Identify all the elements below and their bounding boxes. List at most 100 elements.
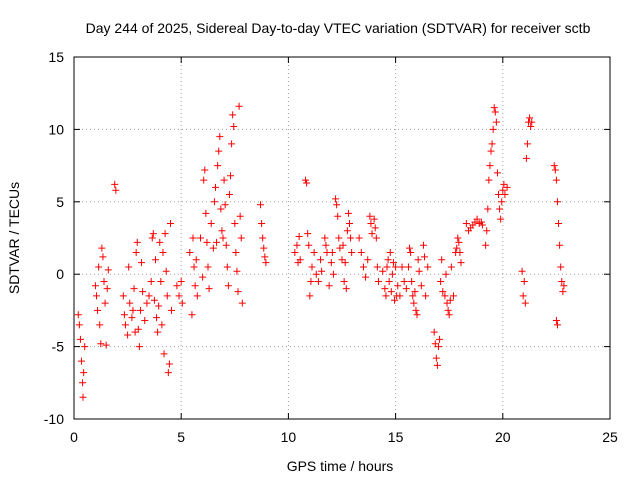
data-point [101, 299, 109, 307]
data-point [384, 256, 392, 264]
data-point [76, 335, 84, 343]
data-point [261, 253, 269, 261]
data-point [367, 220, 375, 228]
data-point [204, 263, 212, 271]
data-point [321, 234, 329, 242]
data-point [445, 311, 453, 319]
data-point [362, 273, 370, 281]
data-point [215, 147, 223, 155]
data-point [329, 270, 337, 278]
data-point [398, 263, 406, 271]
data-point [342, 285, 350, 293]
data-point [371, 224, 379, 232]
data-point [229, 111, 237, 119]
data-point [200, 176, 208, 184]
data-point [355, 234, 363, 242]
data-point [340, 277, 348, 285]
y-tick-labels: -10 -5 0 5 10 15 [44, 49, 64, 427]
data-point [485, 176, 493, 184]
y-tick-label: 10 [48, 121, 64, 137]
data-point [552, 317, 560, 325]
data-point [417, 282, 425, 290]
data-point [132, 248, 140, 256]
data-point [159, 248, 167, 256]
data-point [327, 259, 335, 267]
data-point [153, 314, 161, 322]
data-point [196, 234, 204, 242]
data-point [490, 104, 498, 112]
data-point [498, 198, 506, 206]
data-point [456, 248, 464, 256]
data-point [499, 186, 507, 194]
data-point [227, 172, 235, 180]
data-point [434, 343, 442, 351]
data-points [74, 102, 568, 401]
data-point [238, 299, 246, 307]
data-point [553, 198, 561, 206]
data-point [225, 191, 233, 199]
data-point [335, 234, 343, 242]
data-point [484, 205, 492, 213]
data-point [228, 140, 236, 148]
data-point [444, 306, 452, 314]
data-point [521, 299, 529, 307]
data-point [322, 241, 330, 249]
data-point [177, 277, 185, 285]
data-point [341, 259, 349, 267]
data-point [188, 311, 196, 319]
data-point [325, 282, 333, 290]
data-point [209, 244, 217, 252]
data-point [310, 248, 318, 256]
data-point [143, 299, 151, 307]
data-point [454, 234, 462, 242]
data-point [192, 256, 200, 264]
data-point [389, 259, 397, 267]
data-point [295, 233, 303, 241]
data-point [210, 198, 218, 206]
data-point [413, 311, 421, 319]
data-point [336, 244, 344, 252]
data-point [141, 317, 149, 325]
x-tick-labels: 0 5 10 15 20 25 [70, 429, 618, 445]
data-point [527, 123, 535, 131]
data-point [437, 277, 445, 285]
data-point [157, 277, 165, 285]
data-point [217, 205, 225, 213]
x-tick-label: 25 [602, 429, 618, 445]
data-point [332, 195, 340, 203]
data-point [213, 238, 221, 246]
data-point [164, 369, 172, 377]
data-point [328, 248, 336, 256]
data-point [381, 285, 389, 293]
data-point [338, 256, 346, 264]
data-point [257, 201, 265, 209]
data-point [136, 306, 144, 314]
x-axis-label: GPS time / hours [287, 458, 394, 474]
data-point [317, 256, 325, 264]
data-point [406, 244, 414, 252]
data-point [447, 263, 455, 271]
data-point [523, 140, 531, 148]
data-point [306, 292, 314, 300]
data-point [81, 343, 89, 351]
data-point [216, 133, 224, 141]
data-point [432, 354, 440, 362]
data-point [291, 248, 299, 256]
data-point [201, 166, 209, 174]
data-point [186, 248, 194, 256]
data-point [404, 263, 412, 271]
data-point [439, 288, 447, 296]
data-point [415, 267, 423, 275]
data-point [307, 277, 315, 285]
data-point [346, 220, 354, 228]
data-point [486, 162, 494, 170]
data-point [96, 321, 104, 329]
data-point [430, 328, 438, 336]
data-point [207, 220, 215, 228]
data-point [149, 230, 157, 238]
data-point [166, 220, 174, 228]
data-point [102, 341, 110, 349]
data-point [125, 263, 133, 271]
data-point [155, 302, 163, 310]
